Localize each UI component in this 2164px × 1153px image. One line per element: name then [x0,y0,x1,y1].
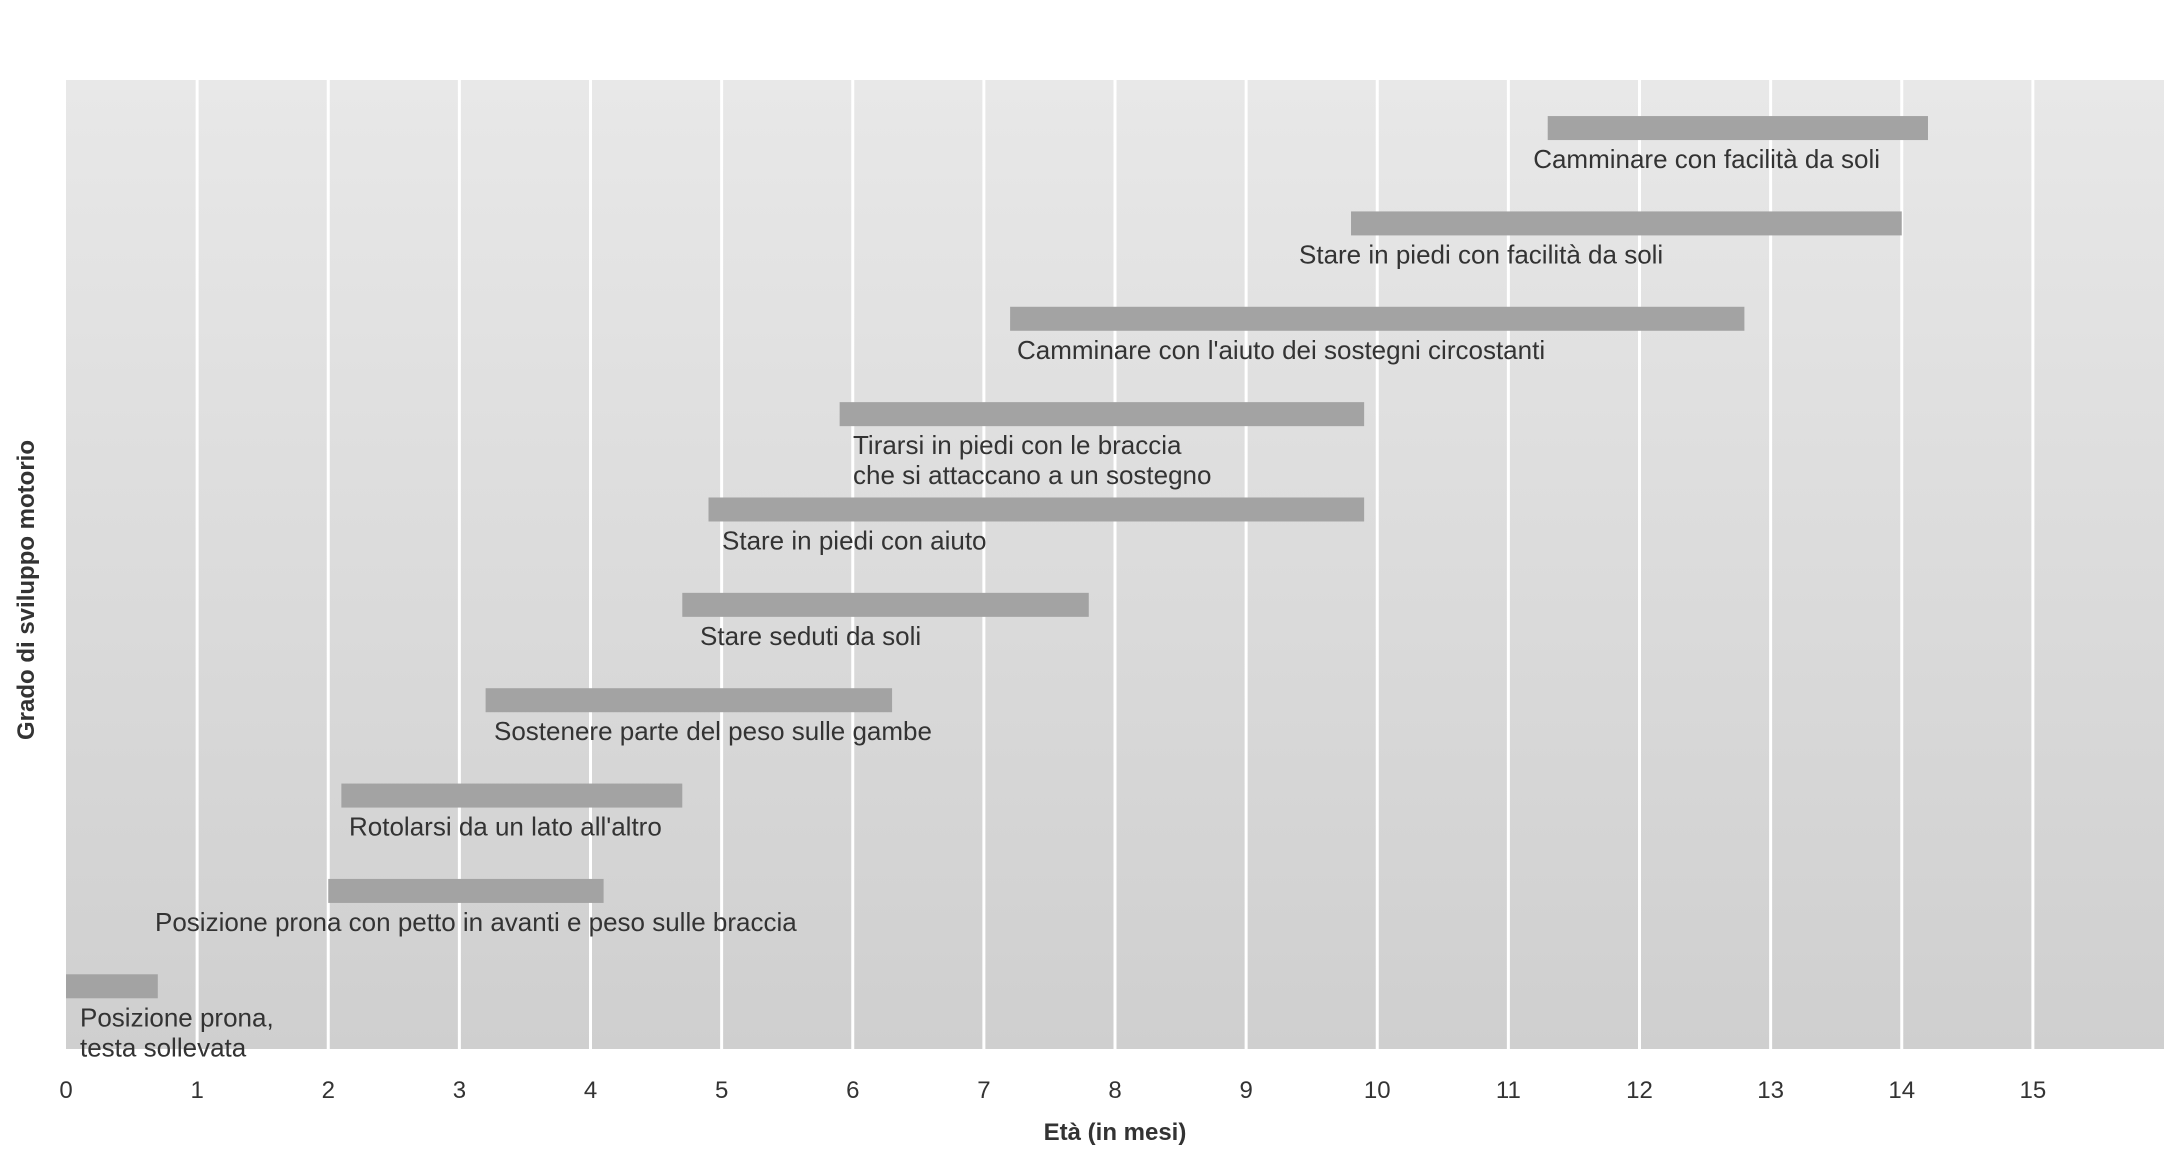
x-tick-label: 9 [1239,1077,1252,1104]
x-tick-label: 12 [1626,1077,1653,1104]
x-tick-label: 3 [453,1077,466,1104]
bar-label: testa sollevata [80,1032,247,1062]
x-tick-label: 7 [977,1077,990,1104]
bar-label: Posizione prona con petto in avanti e pe… [155,907,797,937]
x-tick-label: 6 [846,1077,859,1104]
x-tick-label: 15 [2020,1077,2047,1104]
bar-label: Camminare con l'aiuto dei sostegni circo… [1017,335,1545,365]
bar [1548,116,1928,140]
bar [709,497,1365,521]
bar [1351,211,1902,235]
bar-label: Sostenere parte del peso sulle gambe [494,716,932,746]
x-tick-label: 8 [1108,1077,1121,1104]
x-tick-label: 10 [1364,1077,1391,1104]
bar-label: Stare in piedi con aiuto [722,525,987,555]
chart: Età (in mesi) Grado di sviluppo motorio … [0,0,2164,1153]
bar [486,688,892,712]
bar-label: Stare in piedi con facilità da soli [1299,239,1663,269]
bar [682,593,1088,617]
x-tick-label: 14 [1888,1077,1915,1104]
bar [66,974,158,998]
x-tick-label: 5 [715,1077,728,1104]
x-tick-label: 0 [59,1077,72,1104]
bar-label: Posizione prona, [80,1002,274,1032]
bar [341,784,682,808]
bar [840,402,1364,426]
x-tick-label: 1 [190,1077,203,1104]
bar-label: Stare seduti da soli [700,621,921,651]
x-axis-title: Età (in mesi) [1044,1119,1187,1146]
y-axis-title: Grado di sviluppo motorio [13,440,40,740]
bar-label: che si attaccano a un sostegno [853,460,1211,490]
x-tick-label: 13 [1757,1077,1784,1104]
x-tick-label: 4 [584,1077,597,1104]
bar-label: Camminare con facilità da soli [1533,144,1880,174]
bar [328,879,603,903]
x-tick-label: 2 [322,1077,335,1104]
x-tick-label: 11 [1496,1077,1521,1104]
bar-label: Rotolarsi da un lato all'altro [349,812,662,842]
bar-label: Tirarsi in piedi con le braccia [853,430,1182,460]
bar [1010,307,1744,331]
